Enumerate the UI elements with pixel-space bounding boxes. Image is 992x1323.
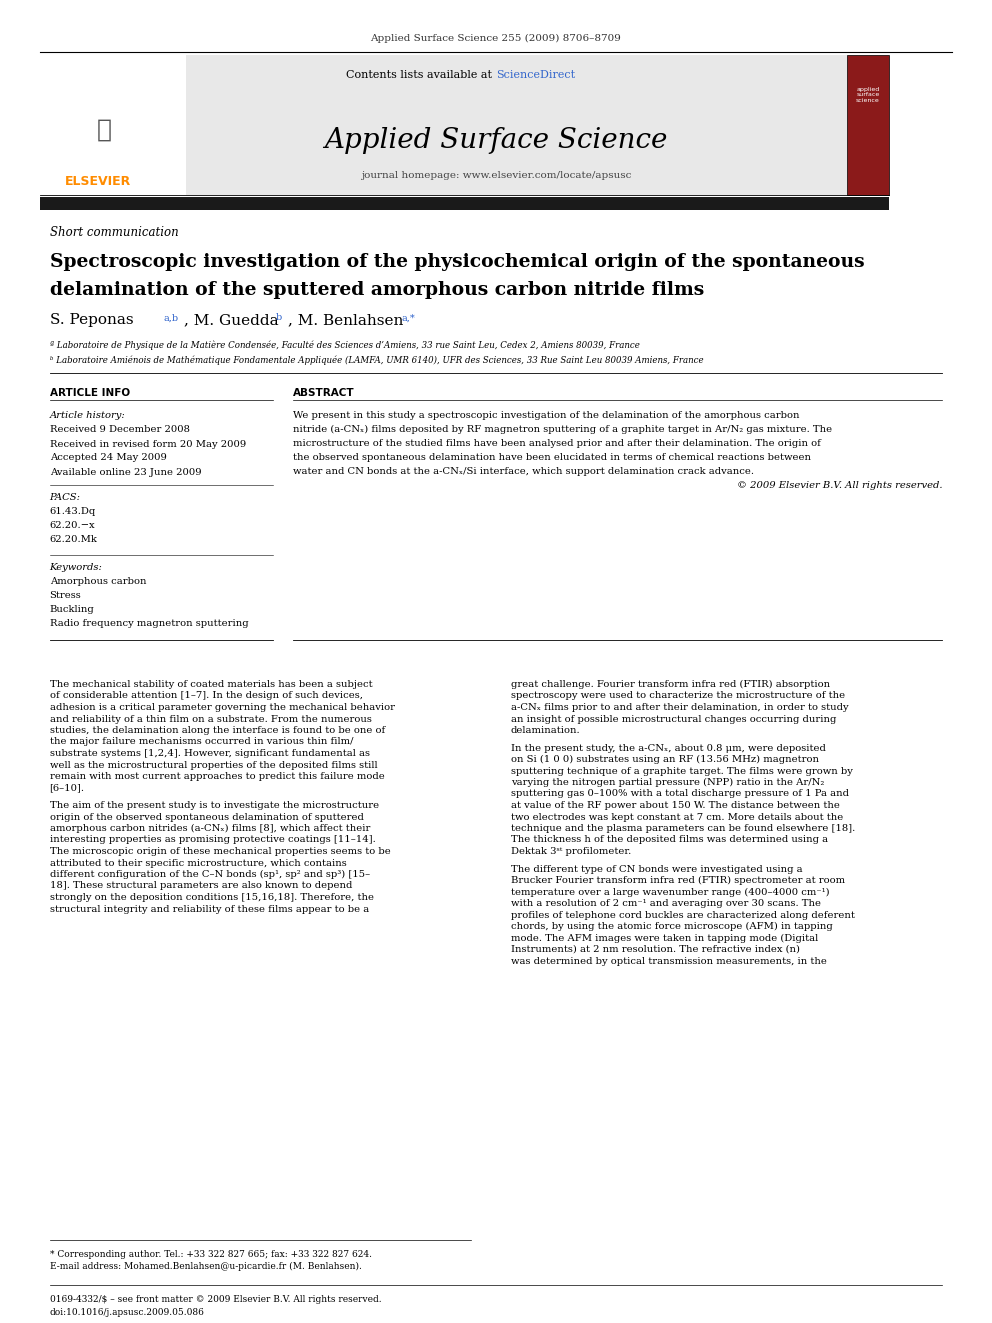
Text: water and CN bonds at the a-CNₓ/Si interface, which support delamination crack a: water and CN bonds at the a-CNₓ/Si inter… [293,467,754,475]
Text: two electrodes was kept constant at 7 cm. More details about the: two electrodes was kept constant at 7 cm… [511,812,843,822]
Text: and reliability of a thin film on a substrate. From the numerous: and reliability of a thin film on a subs… [50,714,371,724]
Text: Article history:: Article history: [50,410,125,419]
Text: 0169-4332/$ – see front matter © 2009 Elsevier B.V. All rights reserved.: 0169-4332/$ – see front matter © 2009 El… [50,1295,381,1304]
Text: sputtering gas 0–100% with a total discharge pressure of 1 Pa and: sputtering gas 0–100% with a total disch… [511,790,849,799]
Text: journal homepage: www.elsevier.com/locate/apsusc: journal homepage: www.elsevier.com/locat… [361,171,631,180]
Text: 18]. These structural parameters are also known to depend: 18]. These structural parameters are als… [50,881,352,890]
Text: Received 9 December 2008: Received 9 December 2008 [50,426,189,434]
Text: Stress: Stress [50,591,81,601]
Text: Applied Surface Science 255 (2009) 8706–8709: Applied Surface Science 255 (2009) 8706–… [371,33,621,42]
Text: attributed to their specific microstructure, which contains: attributed to their specific microstruct… [50,859,346,868]
Text: The different type of CN bonds were investigated using a: The different type of CN bonds were inve… [511,864,803,873]
FancyBboxPatch shape [40,56,889,194]
Text: Brucker Fourier transform infra red (FTIR) spectrometer at room: Brucker Fourier transform infra red (FTI… [511,876,845,885]
Text: profiles of telephone cord buckles are characterized along deferent: profiles of telephone cord buckles are c… [511,910,855,919]
Text: 62.20.Mk: 62.20.Mk [50,536,97,545]
FancyBboxPatch shape [40,56,186,194]
Text: delamination.: delamination. [511,726,580,736]
Text: studies, the delamination along the interface is found to be one of: studies, the delamination along the inte… [50,726,385,736]
Text: Applied Surface Science: Applied Surface Science [324,127,668,153]
Text: The thickness h of the deposited films was determined using a: The thickness h of the deposited films w… [511,836,828,844]
Text: a-CNₓ films prior to and after their delamination, in order to study: a-CNₓ films prior to and after their del… [511,703,848,712]
Text: 62.20.−x: 62.20.−x [50,521,95,531]
Text: with a resolution of 2 cm⁻¹ and averaging over 30 scans. The: with a resolution of 2 cm⁻¹ and averagin… [511,900,821,908]
Text: b: b [276,314,282,323]
Text: , M. Benlahsen: , M. Benlahsen [288,314,408,327]
Text: * Corresponding author. Tel.: +33 322 827 665; fax: +33 322 827 624.: * Corresponding author. Tel.: +33 322 82… [50,1250,372,1259]
Text: Amorphous carbon: Amorphous carbon [50,578,146,586]
Text: E-mail address: Mohamed.Benlahsen@u-picardie.fr (M. Benlahsen).: E-mail address: Mohamed.Benlahsen@u-pica… [50,1262,361,1271]
Text: doi:10.1016/j.apsusc.2009.05.086: doi:10.1016/j.apsusc.2009.05.086 [50,1308,204,1316]
Text: of considerable attention [1–7]. In the design of such devices,: of considerable attention [1–7]. In the … [50,692,363,700]
Text: Radio frequency magnetron sputtering: Radio frequency magnetron sputtering [50,619,248,628]
Text: on Si (1 0 0) substrates using an RF (13.56 MHz) magnetron: on Si (1 0 0) substrates using an RF (13… [511,755,818,765]
Text: applied
surface
science: applied surface science [856,87,880,103]
Text: ª Laboratoire de Physique de la Matière Condensée, Faculté des Sciences d’Amiens: ª Laboratoire de Physique de la Matière … [50,340,640,349]
Text: ELSEVIER: ELSEVIER [64,175,131,188]
Text: adhesion is a critical parameter governing the mechanical behavior: adhesion is a critical parameter governi… [50,703,395,712]
Text: The mechanical stability of coated materials has been a subject: The mechanical stability of coated mater… [50,680,372,689]
Text: remain with most current approaches to predict this failure mode: remain with most current approaches to p… [50,773,384,781]
Text: nitride (a-CNₓ) films deposited by RF magnetron sputtering of a graphite target : nitride (a-CNₓ) films deposited by RF ma… [293,425,831,434]
Text: Available online 23 June 2009: Available online 23 June 2009 [50,467,201,476]
Text: 61.43.Dq: 61.43.Dq [50,508,96,516]
Text: ScienceDirect: ScienceDirect [496,70,575,79]
FancyBboxPatch shape [40,197,889,210]
Text: Buckling: Buckling [50,606,94,614]
Text: strongly on the deposition conditions [15,16,18]. Therefore, the: strongly on the deposition conditions [1… [50,893,374,902]
Text: the observed spontaneous delamination have been elucidated in terms of chemical : the observed spontaneous delamination ha… [293,452,810,462]
Text: , M. Guedda: , M. Guedda [184,314,283,327]
Text: Accepted 24 May 2009: Accepted 24 May 2009 [50,454,167,463]
Text: ARTICLE INFO: ARTICLE INFO [50,388,130,398]
Text: In the present study, the a-CNₓ, about 0.8 μm, were deposited: In the present study, the a-CNₓ, about 0… [511,744,825,753]
Text: Keywords:: Keywords: [50,564,102,573]
Text: Spectroscopic investigation of the physicochemical origin of the spontaneous: Spectroscopic investigation of the physi… [50,253,864,271]
Text: technique and the plasma parameters can be found elsewhere [18].: technique and the plasma parameters can … [511,824,855,833]
Text: spectroscopy were used to characterize the microstructure of the: spectroscopy were used to characterize t… [511,692,845,700]
FancyBboxPatch shape [847,56,889,194]
Text: amorphous carbon nitrides (a-CNₓ) films [8], which affect their: amorphous carbon nitrides (a-CNₓ) films … [50,824,370,833]
Text: temperature over a large wavenumber range (400–4000 cm⁻¹): temperature over a large wavenumber rang… [511,888,829,897]
Text: [6–10].: [6–10]. [50,783,84,792]
Text: We present in this study a spectroscopic investigation of the delamination of th: We present in this study a spectroscopic… [293,410,800,419]
Text: well as the microstructural properties of the deposited films still: well as the microstructural properties o… [50,761,377,770]
Text: The aim of the present study is to investigate the microstructure: The aim of the present study is to inves… [50,800,379,810]
Text: substrate systems [1,2,4]. However, significant fundamental as: substrate systems [1,2,4]. However, sign… [50,749,370,758]
Text: origin of the observed spontaneous delamination of sputtered: origin of the observed spontaneous delam… [50,812,363,822]
Text: © 2009 Elsevier B.V. All rights reserved.: © 2009 Elsevier B.V. All rights reserved… [737,480,942,490]
Text: ᵇ Laboratoire Amiénois de Mathématique Fondamentale Appliquée (LAMFA, UMR 6140),: ᵇ Laboratoire Amiénois de Mathématique F… [50,356,703,365]
Text: a,b: a,b [164,314,179,323]
Text: different configuration of the C–N bonds (sp¹, sp² and sp³) [15–: different configuration of the C–N bonds… [50,871,370,878]
Text: ABSTRACT: ABSTRACT [293,388,354,398]
Text: was determined by optical transmission measurements, in the: was determined by optical transmission m… [511,957,826,966]
Text: Short communication: Short communication [50,225,179,238]
Text: great challenge. Fourier transform infra red (FTIR) absorption: great challenge. Fourier transform infra… [511,680,830,689]
Text: 🌳: 🌳 [96,118,112,142]
Text: structural integrity and reliability of these films appear to be a: structural integrity and reliability of … [50,905,369,913]
Text: Dektak 3ˢᵗ profilometer.: Dektak 3ˢᵗ profilometer. [511,847,631,856]
Text: The microscopic origin of these mechanical properties seems to be: The microscopic origin of these mechanic… [50,847,390,856]
Text: Received in revised form 20 May 2009: Received in revised form 20 May 2009 [50,439,246,448]
Text: Instruments) at 2 nm resolution. The refractive index (n): Instruments) at 2 nm resolution. The ref… [511,945,800,954]
Text: at value of the RF power about 150 W. The distance between the: at value of the RF power about 150 W. Th… [511,800,840,810]
Text: S. Peponas: S. Peponas [50,314,138,327]
Text: Contents lists available at: Contents lists available at [346,70,496,79]
Text: sputtering technique of a graphite target. The films were grown by: sputtering technique of a graphite targe… [511,766,853,775]
Text: an insight of possible microstructural changes occurring during: an insight of possible microstructural c… [511,714,836,724]
Text: the major failure mechanisms occurred in various thin film/: the major failure mechanisms occurred in… [50,737,353,746]
Text: microstructure of the studied films have been analysed prior and after their del: microstructure of the studied films have… [293,438,820,447]
Text: delamination of the sputtered amorphous carbon nitride films: delamination of the sputtered amorphous … [50,280,704,299]
Text: chords, by using the atomic force microscope (AFM) in tapping: chords, by using the atomic force micros… [511,922,832,931]
Text: mode. The AFM images were taken in tapping mode (Digital: mode. The AFM images were taken in tappi… [511,934,818,942]
Text: varying the nitrogen partial pressure (NPP) ratio in the Ar/N₂: varying the nitrogen partial pressure (N… [511,778,824,787]
Text: a,*: a,* [402,314,416,323]
Text: interesting properties as promising protective coatings [11–14].: interesting properties as promising prot… [50,836,375,844]
Text: PACS:: PACS: [50,493,80,503]
